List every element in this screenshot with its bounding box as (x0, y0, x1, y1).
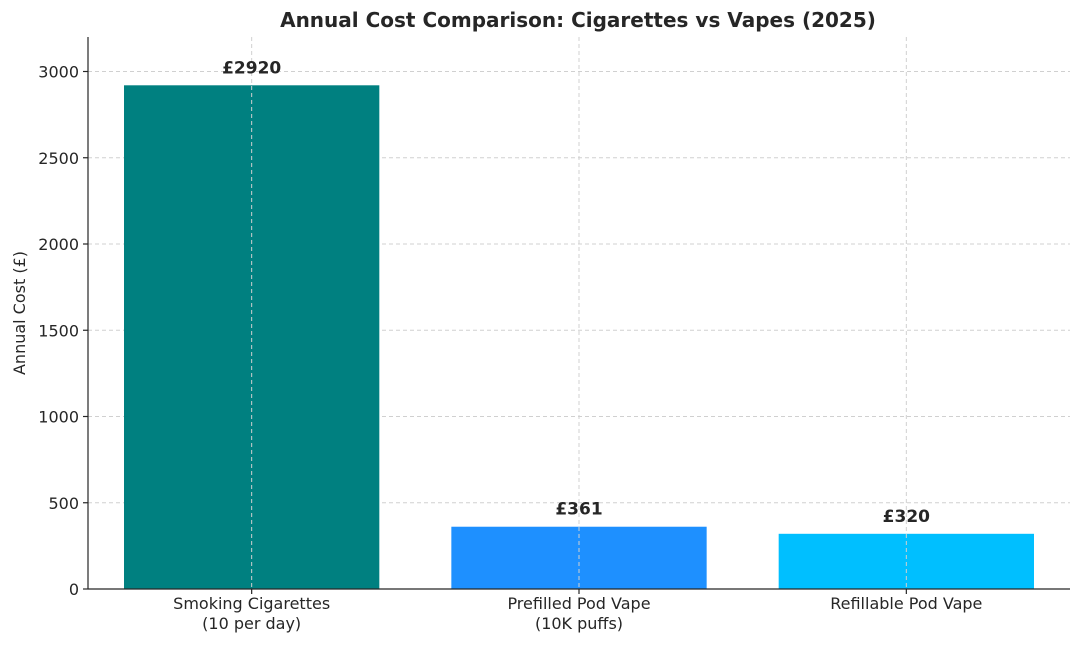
y-tick-label: 2000 (38, 235, 79, 254)
y-tick-label: 0 (69, 580, 79, 599)
bar-value-label: £2920 (222, 58, 281, 78)
bar-value-label: £361 (555, 500, 602, 520)
y-tick-label: 500 (48, 494, 79, 513)
y-axis-label: Annual Cost (£) (10, 251, 29, 375)
y-tick-label: 1500 (38, 321, 79, 340)
bar (124, 85, 380, 590)
x-tick-label: Refillable Pod Vape (830, 594, 982, 613)
axes: 0 500 1000 1500 2000 2500 3000 Smoking Cigarett… (38, 37, 1070, 633)
x-tick-label: (10 per day) (202, 614, 301, 633)
data-labels: £2920 £361 £320 (222, 58, 930, 527)
bar-value-label: £320 (883, 507, 930, 527)
y-tick-label: 1000 (38, 408, 79, 427)
x-tick-label: (10K puffs) (535, 614, 623, 633)
x-tick-label: Prefilled Pod Vape (507, 594, 650, 613)
y-tick-label: 3000 (38, 63, 79, 82)
chart-title: Annual Cost Comparison: Cigarettes vs Va… (280, 8, 876, 32)
x-tick-label: Smoking Cigarettes (173, 594, 330, 613)
y-tick-label: 2500 (38, 149, 79, 168)
